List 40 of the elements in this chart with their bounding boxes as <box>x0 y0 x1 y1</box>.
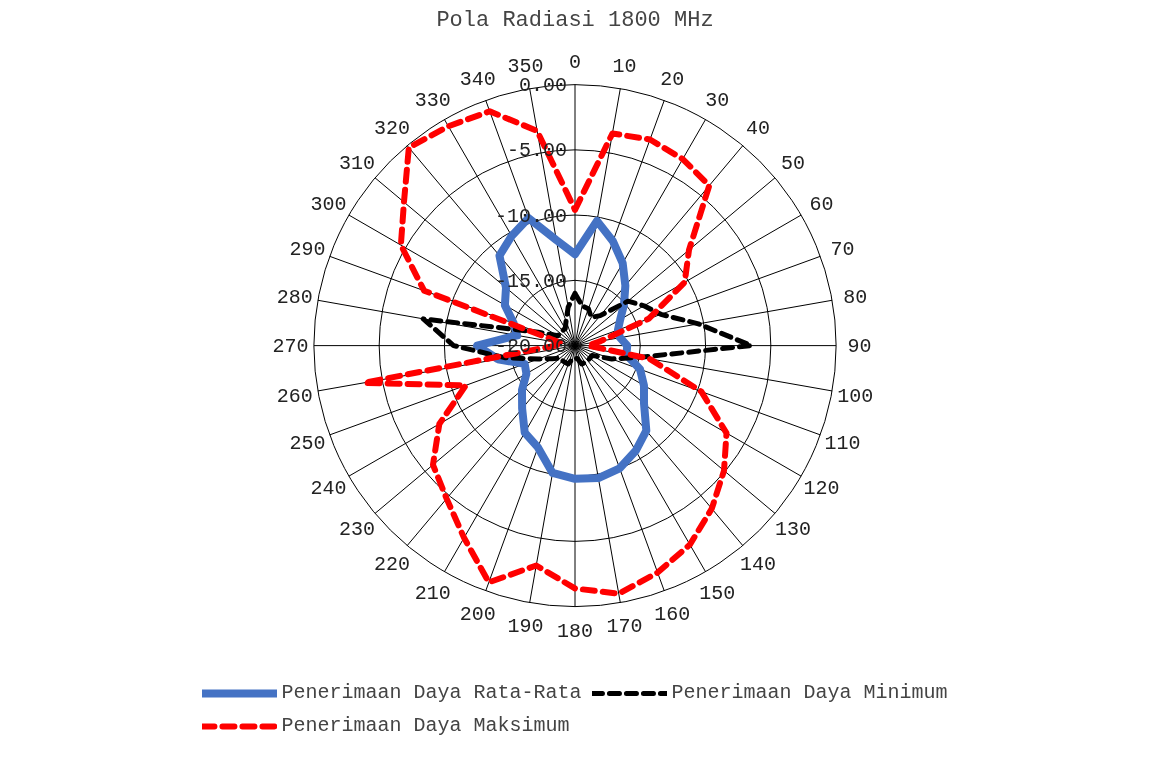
spoke-label: 110 <box>824 432 861 456</box>
spoke-label: 270 <box>272 335 309 359</box>
spoke-label: 70 <box>830 237 855 261</box>
spoke-label: 350 <box>507 54 544 78</box>
spoke-label: 230 <box>338 518 375 542</box>
spoke-label: 190 <box>507 615 544 639</box>
legend-label: Penerimaan Daya Maksimum <box>281 714 570 737</box>
spoke-label: 300 <box>310 192 347 216</box>
spoke-label: 0 <box>569 50 582 74</box>
chart-title: Pola Radiasi 1800 MHz <box>436 7 714 33</box>
spoke-label: 170 <box>606 615 643 639</box>
spoke-label: 160 <box>654 602 691 626</box>
spoke-label: 340 <box>459 67 496 91</box>
legend-label: Penerimaan Daya Rata-Rata <box>281 681 582 704</box>
spoke-label: 200 <box>459 602 496 626</box>
spoke-label: 10 <box>612 54 637 78</box>
spoke-label: 60 <box>809 192 834 216</box>
spoke-label: 150 <box>699 581 736 605</box>
spoke-label: 290 <box>289 237 326 261</box>
spoke-label: 120 <box>803 477 840 501</box>
legend-label: Penerimaan Daya Minimum <box>671 681 948 704</box>
spoke-label: 80 <box>843 285 868 309</box>
spoke-label: 310 <box>338 152 375 176</box>
spoke-label: 220 <box>374 553 411 577</box>
spoke-label: 210 <box>414 581 451 605</box>
spoke-label: 50 <box>781 152 806 176</box>
spoke-label: 280 <box>276 285 313 309</box>
spoke-label: 40 <box>745 117 770 141</box>
spoke-label: 250 <box>289 432 326 456</box>
spoke-label: 100 <box>837 384 874 408</box>
spoke-label: 320 <box>374 117 411 141</box>
spoke-label: 180 <box>557 619 594 643</box>
spoke-label: 240 <box>310 477 347 501</box>
spoke-label: 330 <box>414 88 451 112</box>
spoke-label: 30 <box>705 88 730 112</box>
spoke-label: 130 <box>775 518 812 542</box>
spoke-label: 140 <box>739 553 776 577</box>
spoke-label: 20 <box>660 67 685 91</box>
spoke-label: 90 <box>847 335 872 359</box>
spoke-label: 260 <box>276 384 313 408</box>
